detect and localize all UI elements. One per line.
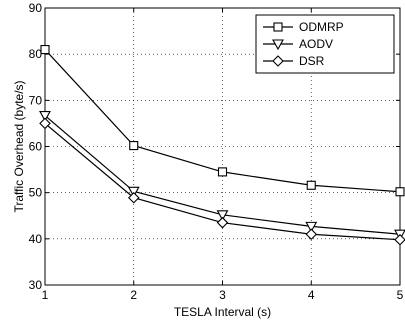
data-point-aodv xyxy=(39,111,51,122)
x-tick-label: 1 xyxy=(42,288,49,302)
y-tick-label: 90 xyxy=(29,1,43,15)
series-group xyxy=(39,44,405,246)
x-axis-label: TESLA Interval (s) xyxy=(174,305,271,319)
data-point-odmrp xyxy=(129,141,139,151)
x-tick-label: 4 xyxy=(308,288,315,302)
data-point-dsr xyxy=(127,191,140,204)
data-point-odmrp xyxy=(395,187,405,197)
x-tick-label: 3 xyxy=(219,288,226,302)
data-point-dsr xyxy=(394,233,405,246)
y-tick-label: 80 xyxy=(29,47,43,61)
legend-marker-aodv xyxy=(272,39,284,51)
data-point-aodv xyxy=(216,210,229,221)
y-axis-label: Traffic Overhead (byte/s) xyxy=(12,80,26,212)
data-point-odmrp xyxy=(217,167,228,177)
legend: ODMRP AODV DSR xyxy=(255,14,395,74)
data-point-dsr xyxy=(216,216,229,229)
axis-ticks: 1 2 3 4 5 30 40 50 60 70 80 90 xyxy=(29,1,404,302)
legend-marker-dsr xyxy=(272,55,284,67)
data-point-aodv xyxy=(127,186,140,198)
legend-label-dsr: DSR xyxy=(299,54,325,68)
data-point-dsr xyxy=(305,228,318,240)
y-tick-label: 50 xyxy=(29,186,43,200)
y-tick-label: 40 xyxy=(29,232,43,246)
legend-marker-odmrp xyxy=(273,22,283,32)
data-point-dsr xyxy=(39,117,51,130)
x-tick-label: 2 xyxy=(130,288,137,302)
data-point-odmrp xyxy=(40,44,50,55)
x-tick-label: 5 xyxy=(397,288,404,302)
legend-label-aodv: AODV xyxy=(299,37,333,51)
legend-label-odmrp: ODMRP xyxy=(299,20,344,34)
data-point-odmrp xyxy=(306,180,316,190)
y-tick-label: 30 xyxy=(29,278,43,292)
y-tick-label: 70 xyxy=(29,93,43,107)
data-point-aodv xyxy=(305,221,318,233)
y-tick-label: 60 xyxy=(29,140,43,154)
